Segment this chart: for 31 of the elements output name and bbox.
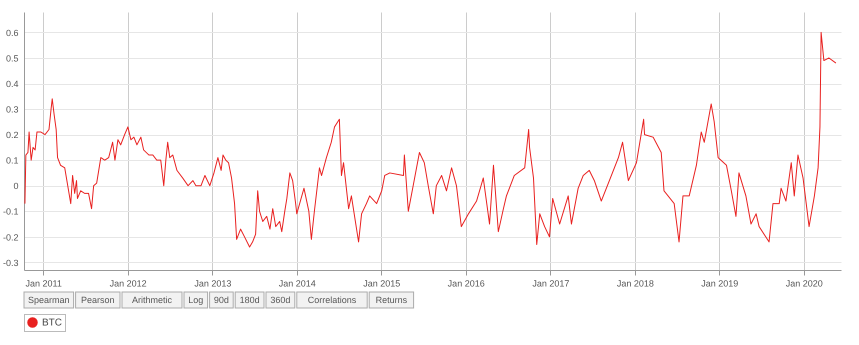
x-tick-label: Jan 2019 bbox=[701, 278, 738, 288]
x-tick-label: Jan 2013 bbox=[194, 278, 232, 288]
y-tick-label: -0.3 bbox=[2, 258, 18, 268]
text: Log bbox=[188, 295, 204, 305]
y-tick-label: 0.3 bbox=[6, 104, 18, 115]
line-series bbox=[24, 32, 836, 248]
x-tick-label: Jan 2014 bbox=[278, 278, 316, 288]
x-tick-label: Jan 2012 bbox=[110, 278, 147, 288]
legend-label: BTC bbox=[42, 318, 62, 328]
text: Correlations bbox=[308, 295, 357, 305]
y-tick-label: 0.2 bbox=[6, 130, 18, 140]
text: Arithmetic bbox=[132, 295, 172, 305]
y-tick-label: -0.1 bbox=[2, 206, 18, 217]
y-tick-label: 0.6 bbox=[6, 28, 18, 38]
text: Pearson bbox=[81, 295, 115, 305]
text: 180d bbox=[240, 295, 260, 305]
text: 90d bbox=[214, 295, 229, 305]
y-tick-label: 0 bbox=[13, 181, 18, 192]
x-tick-label: Jan 2011 bbox=[26, 278, 62, 288]
x-tick-label: Jan 2020 bbox=[786, 278, 823, 288]
x-tick-label: Jan 2018 bbox=[616, 278, 654, 288]
text: 360d bbox=[270, 295, 290, 305]
y-tick-label: 0.5 bbox=[6, 53, 18, 64]
x-tick-label: Jan 2015 bbox=[363, 278, 400, 288]
text: Returns bbox=[376, 295, 408, 305]
x-tick-label: Jan 2017 bbox=[532, 278, 570, 288]
y-tick-label: -0.2 bbox=[2, 232, 18, 242]
text: Spearman bbox=[28, 295, 70, 305]
y-tick-label: 0.1 bbox=[6, 156, 18, 166]
x-tick-label: Jan 2016 bbox=[448, 278, 485, 288]
y-tick-label: 0.4 bbox=[6, 79, 18, 90]
